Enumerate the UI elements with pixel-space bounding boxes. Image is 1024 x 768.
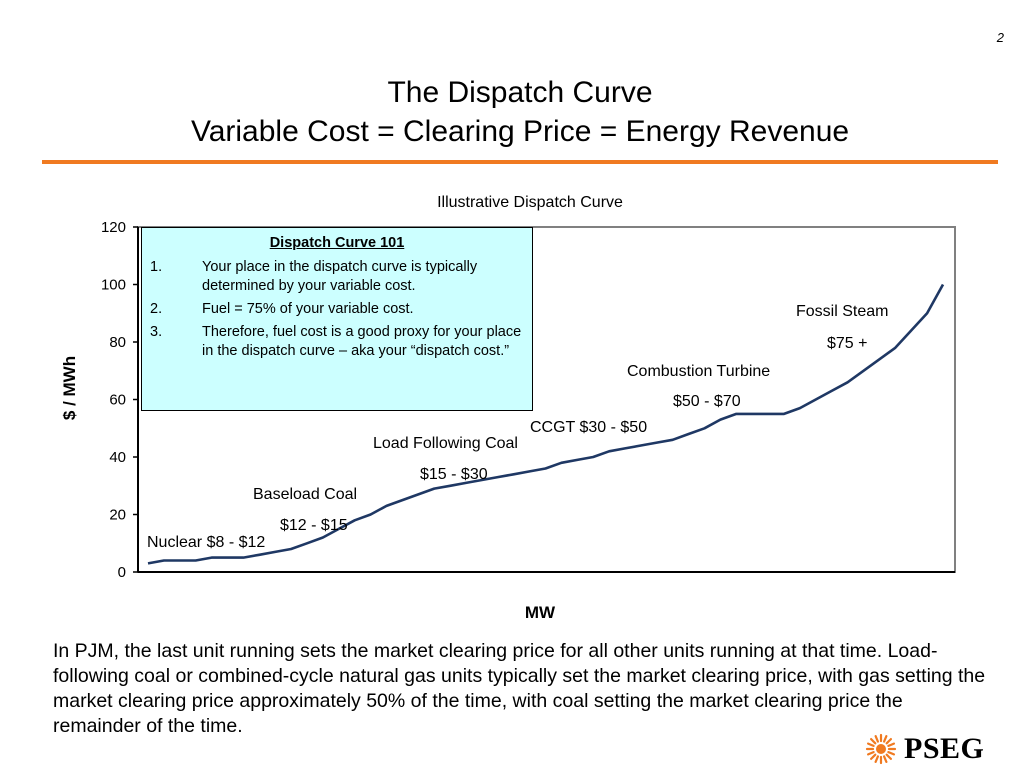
callout-item-number: 2. <box>150 301 163 317</box>
y-tick-label: 20 <box>109 507 126 524</box>
annotation-baseload-coal-range: $12 - $15 <box>280 517 348 534</box>
logo-wordmark: PSEG <box>904 732 985 765</box>
callout-item-text: Your place in the dispatch curve is typi… <box>202 259 478 294</box>
callout-item-number: 3. <box>150 324 163 340</box>
annotation-fossil-steam-range: $75 + <box>827 335 867 352</box>
annotation-combustion-turbine: Combustion Turbine <box>627 363 770 380</box>
annotation-combustion-turbine-range: $50 - $70 <box>673 393 741 410</box>
x-axis-label: MW <box>525 603 556 622</box>
page-title-line1: The Dispatch Curve <box>387 76 653 109</box>
y-tick-label: 120 <box>101 219 126 236</box>
callout-item: 2. Fuel = 75% of your variable cost. <box>150 300 524 319</box>
chart-title: Illustrative Dispatch Curve <box>437 194 623 211</box>
callout-title: Dispatch Curve 101 <box>269 235 405 251</box>
sun-icon <box>865 733 897 765</box>
pseg-logo: PSEG <box>864 732 1014 765</box>
annotation-baseload-coal: Baseload Coal <box>253 486 357 503</box>
y-tick-label: 60 <box>109 392 126 409</box>
y-axis-label: $ / MWh <box>60 356 79 420</box>
callout-item-number: 1. <box>150 259 163 275</box>
callout-item-text: Fuel = 75% of your variable cost. <box>202 301 414 317</box>
dispatch-curve-101-callout: Dispatch Curve 101 1. Your place in the … <box>141 227 533 411</box>
callout-item: 3. Therefore, fuel cost is a good proxy … <box>150 323 524 361</box>
annotation-load-following-coal: Load Following Coal <box>373 435 518 452</box>
annotation-ccgt: CCGT $30 - $50 <box>530 419 647 436</box>
y-tick-label: 80 <box>109 334 126 351</box>
title-divider <box>42 160 998 164</box>
body-paragraph: In PJM, the last unit running sets the m… <box>53 640 986 737</box>
y-tick-label: 0 <box>118 564 126 581</box>
callout-item-text: Therefore, fuel cost is a good proxy for… <box>202 324 522 359</box>
page-title-line2: Variable Cost = Clearing Price = Energy … <box>190 115 850 148</box>
page-number: 2 <box>996 30 1004 45</box>
y-tick-label: 100 <box>101 277 126 294</box>
annotation-fossil-steam: Fossil Steam <box>796 303 888 320</box>
callout-item: 1. Your place in the dispatch curve is t… <box>150 258 524 296</box>
annotation-load-following-coal-range: $15 - $30 <box>420 466 488 483</box>
y-tick-label: 40 <box>109 449 126 466</box>
annotation-nuclear: Nuclear $8 - $12 <box>147 534 265 551</box>
dispatch-curve-line <box>147 283 945 565</box>
